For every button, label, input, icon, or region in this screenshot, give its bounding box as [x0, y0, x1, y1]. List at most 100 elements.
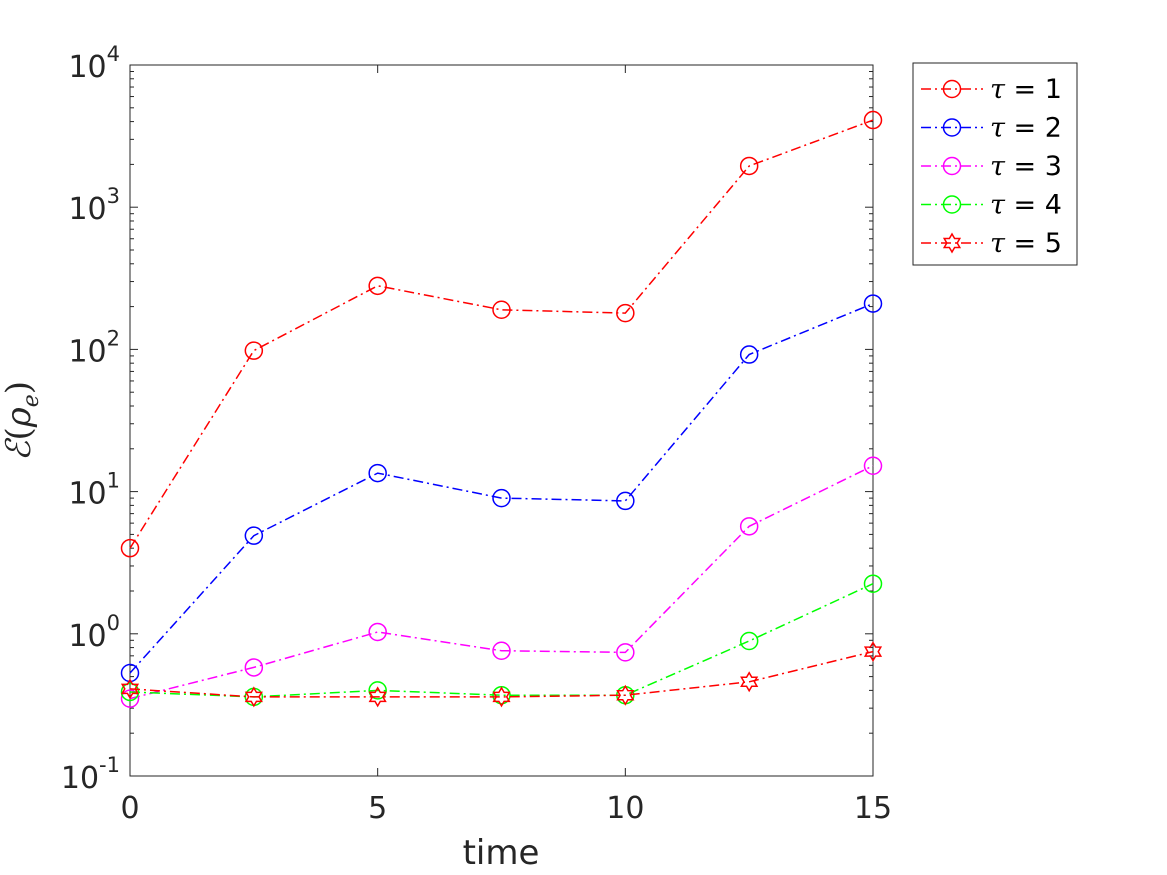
- legend-label-value: = 4: [1005, 190, 1062, 221]
- circle-marker: [739, 631, 759, 651]
- x-tick-label: 15: [854, 791, 892, 826]
- circle-marker: [368, 622, 387, 642]
- circle-marker: [244, 526, 264, 545]
- y-tick-base: 10: [68, 334, 106, 369]
- legend-item-4: τ = 4: [921, 190, 1062, 221]
- y-tick-exponent: 3: [107, 184, 120, 208]
- circle-marker: [616, 643, 635, 662]
- hexagram-marker: [244, 686, 263, 708]
- series-2: [120, 294, 883, 683]
- legend-circle-marker: [942, 195, 962, 214]
- circle-marker: [120, 682, 140, 702]
- x-tick-labels: 0 5 10 15: [120, 791, 892, 826]
- series-1: [120, 110, 883, 558]
- series-line: [129, 302, 874, 674]
- plot-frame: [129, 64, 874, 777]
- x-tick-label: 5: [368, 791, 387, 826]
- y-tick-base: 10: [61, 761, 99, 796]
- hexagram-marker: [863, 641, 883, 663]
- legend-label: τ = 4: [990, 190, 1062, 221]
- circle-marker: [739, 156, 759, 176]
- y-tick-base: 10: [68, 50, 106, 85]
- legend: τ = 1τ = 2τ = 3τ = 4τ = 5: [912, 62, 1078, 266]
- series-line: [129, 119, 874, 549]
- legend-label-value: = 3: [1005, 151, 1062, 182]
- hexagram-marker: [368, 686, 387, 708]
- circle-marker: [863, 456, 883, 475]
- series-line: [129, 650, 874, 698]
- legend-label: τ = 5: [990, 228, 1062, 259]
- legend-item-3: τ = 3: [921, 151, 1062, 182]
- y-tick-exponent: 4: [107, 42, 120, 66]
- x-tick-label: 10: [606, 791, 644, 826]
- circle-marker: [492, 300, 511, 320]
- legend-label: τ = 3: [990, 151, 1062, 182]
- hexagram-marker: [740, 671, 759, 693]
- circle-marker: [492, 641, 511, 660]
- legend-label: τ = 2: [990, 113, 1062, 144]
- y-tick-base: 10: [68, 619, 106, 654]
- legend-item-1: τ = 1: [921, 74, 1062, 105]
- y-tick-exponent: 1: [107, 469, 120, 493]
- series-layer: [120, 110, 883, 708]
- legend-item-5: τ = 5: [921, 228, 1062, 259]
- legend-item-2: τ = 2: [921, 113, 1062, 144]
- y-tick-exponent: -1: [99, 753, 120, 777]
- legend-circle-marker: [942, 79, 962, 99]
- y-tick-label: 101: [68, 469, 120, 512]
- y-tick-exponent: 2: [107, 326, 120, 350]
- minor-ticks: [130, 71, 873, 734]
- y-tick-label: 102: [68, 326, 120, 369]
- legend-circle-marker: [942, 156, 962, 176]
- circle-marker: [739, 345, 759, 364]
- circle-marker: [120, 663, 140, 683]
- circle-marker: [616, 491, 635, 511]
- y-tick-base: 10: [68, 192, 106, 227]
- x-tick-label: 0: [120, 791, 139, 826]
- circle-marker: [863, 110, 883, 130]
- circle-marker: [244, 341, 264, 360]
- circle-marker: [368, 463, 387, 483]
- legend-tau-symbol: τ: [990, 74, 1006, 105]
- legend-tau-symbol: τ: [990, 228, 1006, 259]
- series-line: [129, 465, 874, 700]
- circle-marker: [739, 517, 759, 536]
- circle-marker: [616, 303, 635, 323]
- legend-tau-symbol: τ: [990, 190, 1006, 221]
- series-5: [120, 641, 883, 708]
- y-axis-title-rho: ρ: [0, 407, 39, 428]
- legend-hexagram-marker: [942, 232, 962, 254]
- circle-marker: [120, 689, 140, 708]
- y-tick-base: 10: [68, 477, 106, 512]
- y-axis-title-script: ℰ: [0, 437, 39, 461]
- x-axis-title: time: [463, 833, 540, 873]
- legend-box: [912, 62, 1078, 266]
- legend-label-value: = 1: [1005, 74, 1062, 105]
- y-tick-label: 104: [68, 42, 120, 85]
- circle-marker: [244, 658, 264, 677]
- circle-marker: [368, 681, 387, 700]
- circle-marker: [368, 276, 387, 296]
- y-tick-label: 103: [68, 184, 120, 227]
- plot-area: [130, 65, 873, 776]
- hexagram-marker: [120, 678, 140, 700]
- legend-circle-marker: [942, 118, 962, 137]
- y-tick-label: 100: [68, 611, 120, 654]
- circle-marker: [863, 294, 883, 313]
- y-axis-title-sub: e: [19, 394, 44, 407]
- legend-label-value: = 5: [1005, 228, 1062, 259]
- series-3: [120, 456, 883, 708]
- legend-tau-symbol: τ: [990, 151, 1006, 182]
- circle-marker: [863, 574, 883, 593]
- hexagram-marker: [616, 684, 635, 706]
- legend-label-value: = 2: [1005, 113, 1062, 144]
- y-tick-label: 10-1: [61, 753, 120, 796]
- hexagram-marker: [492, 686, 511, 708]
- y-tick-exponent: 0: [107, 611, 120, 635]
- circle-marker: [120, 538, 140, 558]
- circle-marker: [492, 488, 511, 508]
- legend-label: τ = 1: [990, 74, 1062, 105]
- legend-tau-symbol: τ: [990, 113, 1006, 144]
